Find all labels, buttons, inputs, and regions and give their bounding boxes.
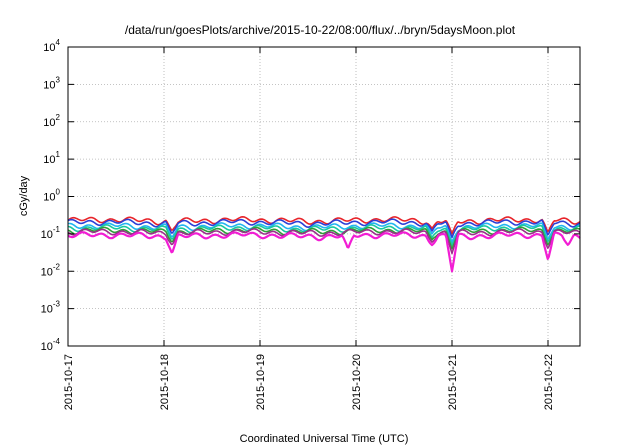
x-tick-label: 2015-10-22	[543, 354, 555, 410]
y-tick-base: 10	[41, 266, 53, 278]
x-axis: 2015-10-17 2015-10-18 2015-10-19 2015-10-20…	[63, 47, 555, 410]
y-tick-label: 10-1	[41, 225, 61, 241]
y-tick-exponent: -2	[53, 262, 61, 271]
x-tick-label: 2015-10-21	[447, 354, 459, 410]
y-tick-label: 10-2	[41, 262, 61, 278]
y-tick-base: 10	[43, 154, 55, 166]
y-tick-label: 104	[43, 38, 60, 54]
series-group	[67, 216, 581, 273]
y-tick-label: 10-3	[41, 300, 61, 316]
y-tick-label: 10-4	[41, 337, 61, 353]
x-tick-label: 2015-10-18	[159, 354, 171, 410]
series-line	[67, 224, 580, 246]
y-axis-label: cGy/day	[18, 175, 30, 216]
y-tick-exponent: -3	[53, 300, 61, 309]
y-tick-label: 102	[43, 113, 60, 129]
series-line	[67, 218, 581, 239]
y-tick-exponent: 2	[56, 113, 61, 122]
y-tick-exponent: 0	[56, 188, 61, 197]
y-tick-base: 10	[41, 229, 53, 241]
y-tick-base: 10	[41, 341, 53, 353]
x-tick-label: 2015-10-20	[351, 354, 363, 410]
y-tick-label: 100	[43, 188, 60, 204]
series-line	[67, 216, 581, 235]
y-tick-base: 10	[41, 304, 53, 316]
x-tick-label: 2015-10-17	[63, 354, 75, 410]
chart-title: /data/run/goesPlots/archive/2015-10-22/0…	[125, 23, 516, 37]
y-tick-exponent: 3	[56, 75, 61, 84]
series-line	[67, 231, 581, 273]
series-line	[67, 222, 581, 243]
y-tick-base: 10	[43, 192, 55, 204]
grid	[68, 47, 580, 346]
x-axis-label: Coordinated Universal Time (UTC)	[240, 433, 409, 445]
y-tick-base: 10	[43, 79, 55, 91]
y-tick-base: 10	[43, 117, 55, 129]
y-tick-exponent: 1	[56, 150, 61, 159]
y-tick-exponent: -4	[53, 337, 61, 346]
x-tick-label: 2015-10-19	[255, 354, 267, 410]
y-tick-exponent: 4	[56, 38, 61, 47]
y-tick-label: 103	[43, 75, 60, 91]
y-tick-exponent: -1	[53, 225, 61, 234]
y-tick-label: 101	[43, 150, 60, 166]
y-tick-base: 10	[43, 42, 55, 54]
